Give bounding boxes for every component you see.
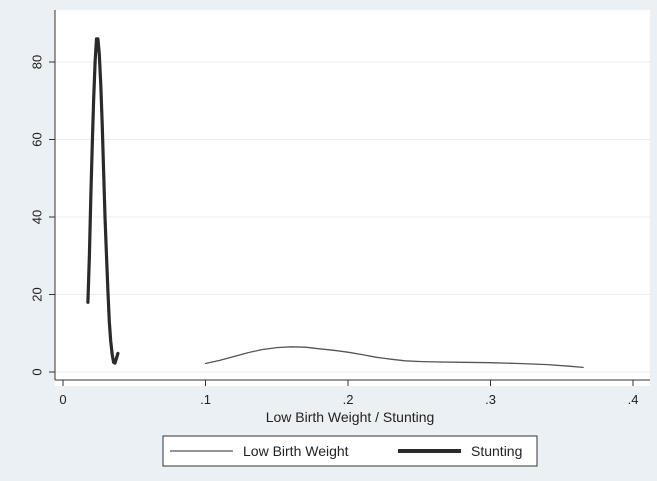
series-line-stunting <box>86 37 120 365</box>
legend: Low Birth Weight Stunting <box>162 435 538 467</box>
plot-area <box>55 10 650 386</box>
y-tick-label: 80 <box>29 55 44 69</box>
x-tick-label: .3 <box>485 392 496 407</box>
x-tick-label: .1 <box>200 392 211 407</box>
grid-lines <box>55 61 650 373</box>
x-axis-title: Low Birth Weight / Stunting <box>266 409 435 425</box>
series-line-low-birth-weight <box>204 346 584 369</box>
legend-label-low-birth-weight: Low Birth Weight <box>243 443 349 459</box>
legend-label-stunting: Stunting <box>471 443 522 459</box>
y-tick-label: 0 <box>29 368 44 375</box>
x-tick-label: .2 <box>343 392 354 407</box>
x-tick-label: 0 <box>59 392 66 407</box>
series-lines <box>86 37 584 369</box>
y-tick-label: 40 <box>29 210 44 224</box>
x-tick-label: .4 <box>628 392 639 407</box>
axes: 0 .1 .2 .3 .4 0 20 40 60 80 <box>29 10 650 407</box>
y-tick-label: 20 <box>29 287 44 301</box>
y-tick-label: 60 <box>29 132 44 146</box>
